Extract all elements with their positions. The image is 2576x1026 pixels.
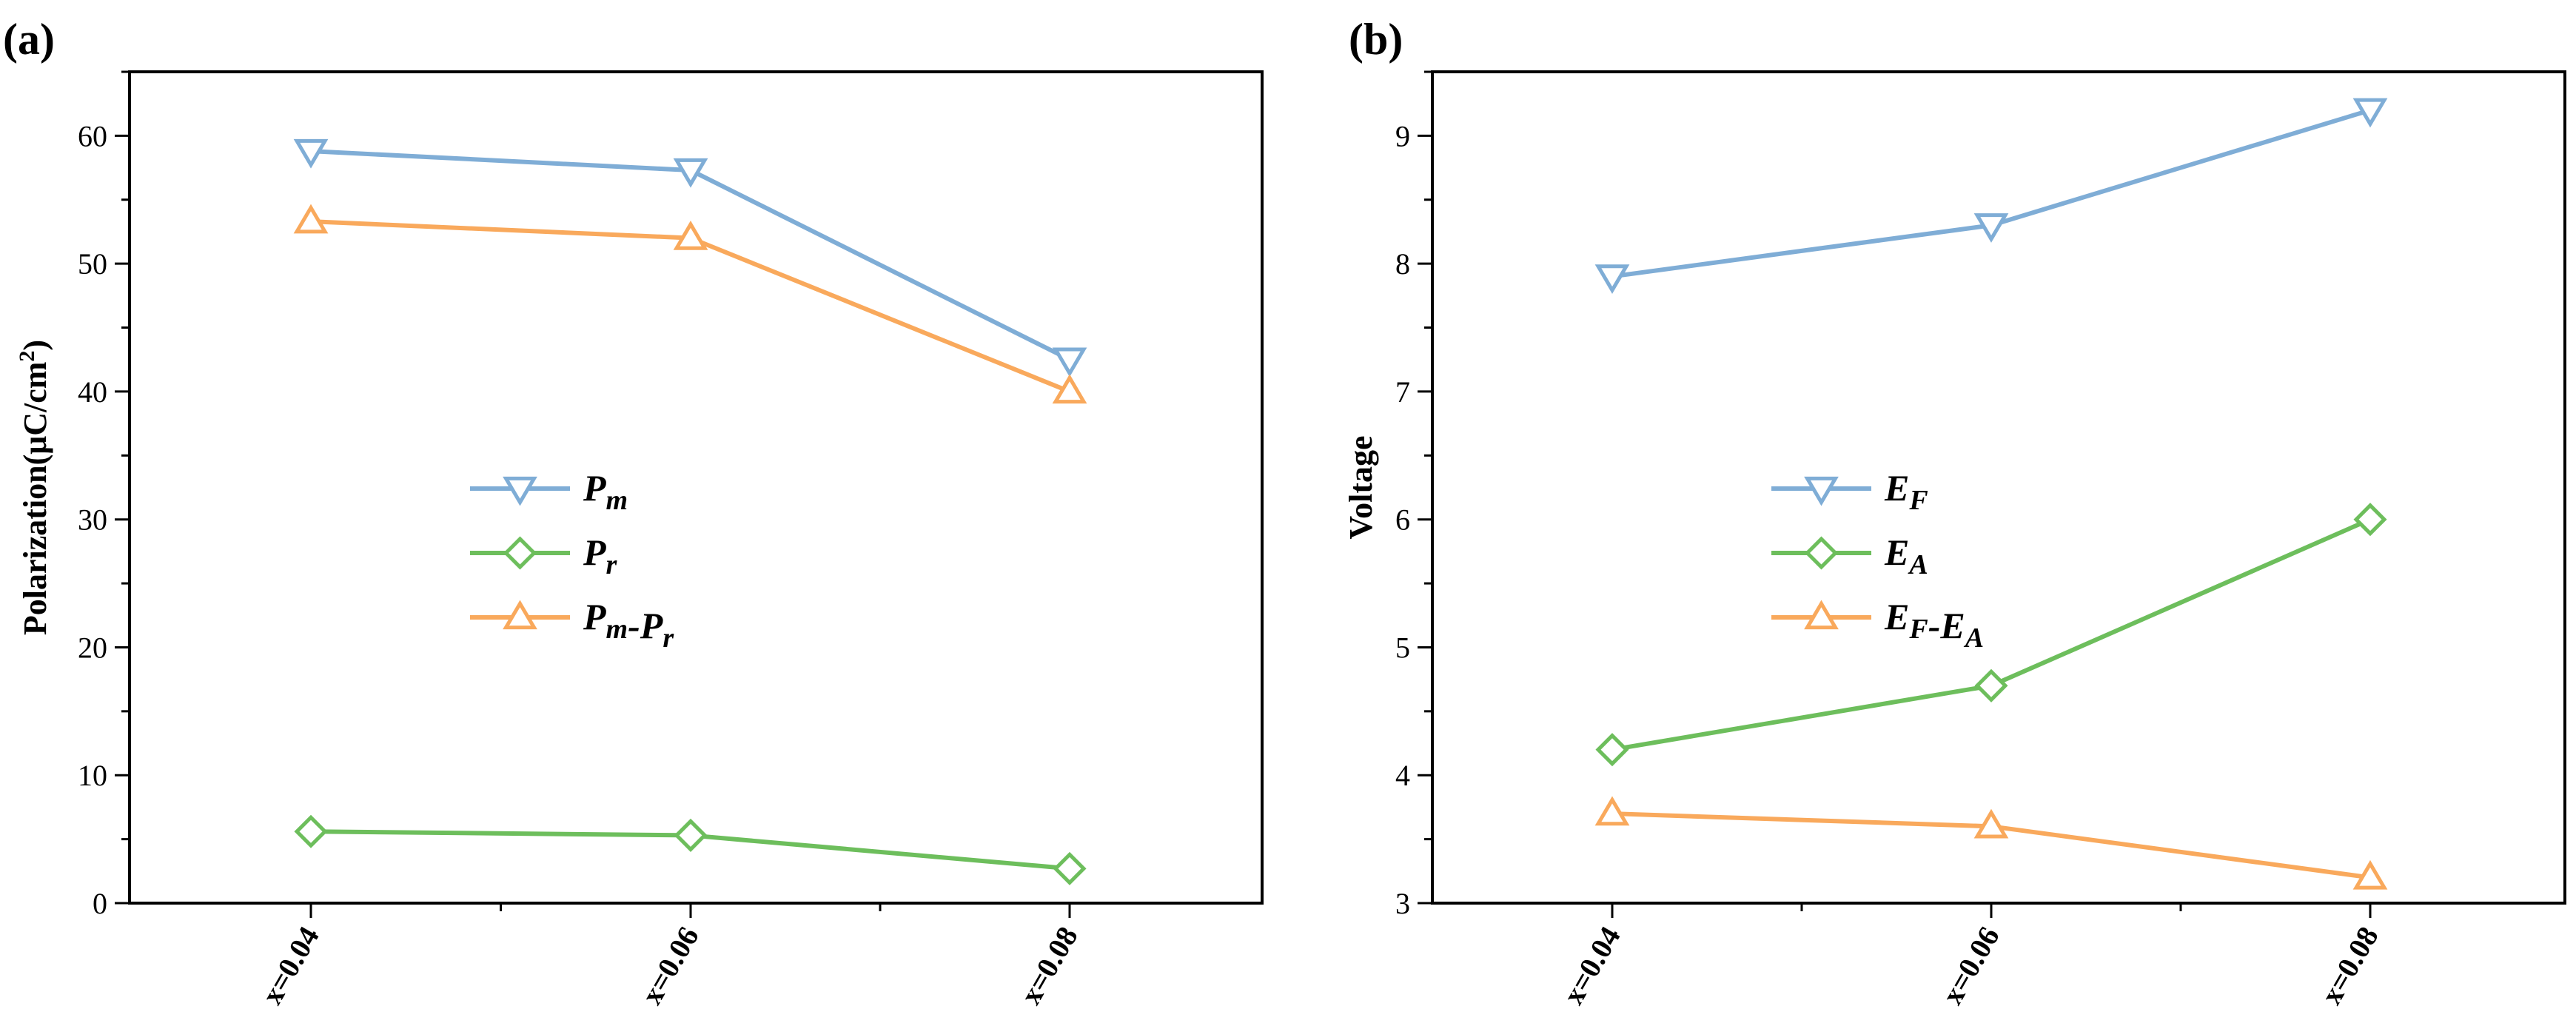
data-point xyxy=(673,221,708,250)
y-tick-label: 9 xyxy=(1395,119,1410,152)
x-category-label: x=0.06 xyxy=(1935,921,2005,1010)
y-axis-title-text: Voltage xyxy=(1343,435,1379,539)
y-tick-label: 8 xyxy=(1395,247,1410,281)
series-P_m xyxy=(293,138,1087,378)
y-tick-label: 7 xyxy=(1395,375,1410,409)
legend-marker xyxy=(1804,600,1839,630)
data-point xyxy=(1052,347,1087,378)
legend-item: EF-EA xyxy=(1771,596,1984,654)
y-axis-title: Polarization(μC/cm2) xyxy=(15,340,53,635)
legend-marker xyxy=(1804,476,1839,506)
series-E_A xyxy=(1595,503,2387,767)
legend-marker xyxy=(1804,536,1839,570)
data-point xyxy=(1974,668,2008,703)
legend-label-subscript: r xyxy=(606,549,618,580)
x-category-label: x=0.08 xyxy=(2314,921,2384,1010)
y-tick-label: 5 xyxy=(1395,631,1410,664)
series-E_F-E_A xyxy=(1594,796,2388,890)
legend-label-subscript: F xyxy=(1908,614,1928,645)
legend-marker xyxy=(503,600,537,630)
legend-label-subscript: F xyxy=(1908,485,1928,516)
legend-label: EA xyxy=(1884,532,1928,580)
plot-frame xyxy=(1431,70,2566,905)
legend-label-main: - xyxy=(1928,605,1941,646)
legend-label-subscript: A xyxy=(1908,549,1928,580)
data-point xyxy=(673,158,708,188)
legend-label: Pr xyxy=(583,532,618,580)
y-axis-title-superscript: 2 xyxy=(15,351,39,362)
data-point xyxy=(2352,98,2388,128)
legend-label: EF-EA xyxy=(1884,596,1984,654)
legend-label-main: E xyxy=(1939,605,1965,646)
legend-item: Pm-Pr xyxy=(470,596,674,654)
y-axis-title: Voltage xyxy=(1343,435,1379,539)
legend-item: EA xyxy=(1771,532,1928,580)
legend-item: Pr xyxy=(470,532,618,580)
series-line xyxy=(1611,107,2371,279)
series-line xyxy=(1611,517,2372,752)
data-point xyxy=(293,138,329,169)
legend-marker xyxy=(503,476,537,506)
y-axis-title-close: ) xyxy=(17,340,53,351)
x-category-label: x=0.08 xyxy=(1013,921,1084,1010)
legend-item: Pm xyxy=(470,467,628,516)
legend-label-main: E xyxy=(1884,467,1909,509)
data-point xyxy=(1973,213,2009,243)
y-tick-label: 20 xyxy=(78,631,107,664)
y-tick-label: 0 xyxy=(93,887,107,920)
y-tick-label: 40 xyxy=(78,375,107,409)
series-P_r xyxy=(294,814,1087,885)
legend-label-main: P xyxy=(583,596,606,637)
data-point xyxy=(294,814,328,848)
panel-label: (a) xyxy=(3,15,55,64)
data-point xyxy=(1052,374,1087,404)
data-point xyxy=(1594,264,1630,294)
y-tick-label: 60 xyxy=(78,119,107,152)
data-point xyxy=(293,204,329,234)
data-point xyxy=(1053,851,1087,885)
plot-frame xyxy=(128,70,1264,905)
series-E_F xyxy=(1594,98,2388,294)
y-axis-title-text: Polarization(μC/cm xyxy=(17,362,53,636)
x-category-label: x=0.04 xyxy=(1556,921,1626,1010)
legend-label-subscript: A xyxy=(1964,623,1984,654)
x-category-label: x=0.06 xyxy=(634,921,705,1010)
x-category-label: x=0.04 xyxy=(255,921,325,1010)
legend-label: EF xyxy=(1884,467,1928,516)
data-point xyxy=(2353,503,2387,537)
data-point xyxy=(1595,733,1629,767)
y-tick-label: 30 xyxy=(78,503,107,537)
y-tick-label: 50 xyxy=(78,247,107,281)
legend-label-main: - xyxy=(628,605,640,646)
chart-panel-a: (a) 0 10 20 30 40 50 60 x=0.04 x=0.06 x=0.08 Polari… xyxy=(3,15,1264,1010)
legend-item: EF xyxy=(1771,467,1928,516)
legend-label-subscript: m xyxy=(606,614,628,645)
legend-label-subscript: m xyxy=(606,485,628,516)
legend-label: Pm xyxy=(583,467,628,516)
legend-label-main: P xyxy=(583,467,606,509)
legend-label-main: P xyxy=(583,532,606,573)
legend-label-main: E xyxy=(1884,596,1909,637)
y-tick-label: 4 xyxy=(1395,759,1410,792)
data-point xyxy=(1973,808,2009,839)
legend-label-main: E xyxy=(1884,532,1909,573)
panel-label: (b) xyxy=(1349,15,1403,64)
legend-label: Pm-Pr xyxy=(583,596,674,654)
data-point xyxy=(674,818,708,852)
data-point xyxy=(1594,796,1630,826)
legend-label-main: P xyxy=(640,605,663,646)
legend-marker xyxy=(503,536,537,570)
y-tick-label: 6 xyxy=(1395,503,1410,537)
series-P_m-P_r xyxy=(293,204,1087,404)
y-tick-label: 10 xyxy=(78,759,107,792)
legend-label-subscript: r xyxy=(663,623,674,654)
y-tick-label: 3 xyxy=(1395,887,1410,920)
data-point xyxy=(2352,859,2388,890)
